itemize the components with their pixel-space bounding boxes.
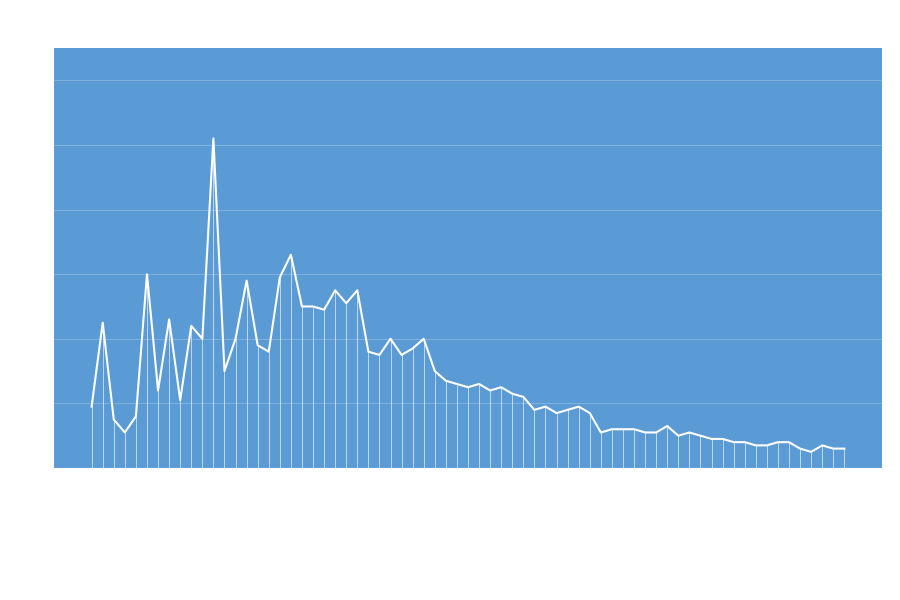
Title: PERCENTUALE  CONTAGIATI  VS TAMPONI: PERCENTUALE CONTAGIATI VS TAMPONI	[292, 19, 644, 34]
